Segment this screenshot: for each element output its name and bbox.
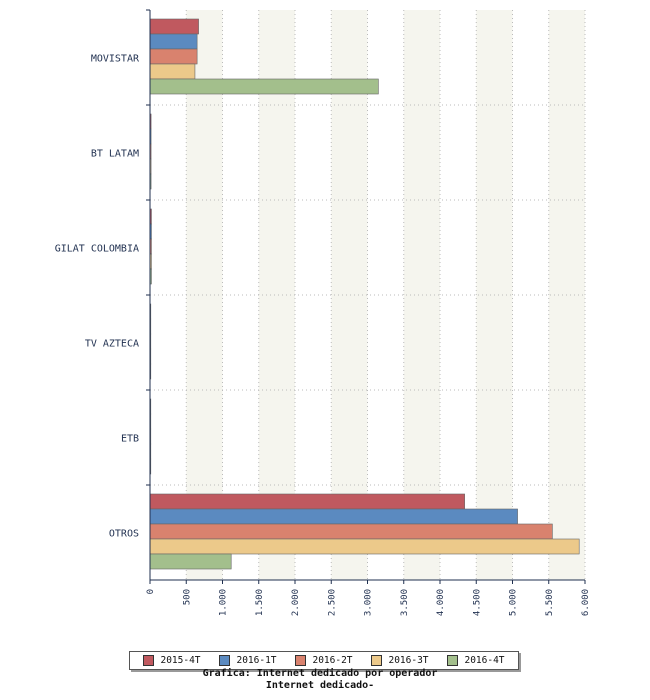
legend-label: 2016-2T (312, 655, 353, 666)
x-tick-label: 4.500 (472, 589, 482, 616)
category-label: GILAT COLOMBIA (55, 244, 139, 255)
category-label: BT LATAM (91, 149, 139, 160)
bar-2016-1T-MOVISTAR (149, 33, 198, 50)
bar-2016-1T-OTROS (149, 508, 518, 525)
legend-swatch (143, 655, 155, 666)
bar-2015-4T-MOVISTAR (149, 18, 199, 35)
grid-band (186, 10, 223, 580)
x-tick-label: 2.500 (327, 589, 337, 616)
x-tick-label: 3.500 (400, 589, 410, 616)
bar-2016-2T-MOVISTAR (149, 48, 198, 65)
x-tick-label: 5.500 (545, 589, 555, 616)
category-label: TV AZTECA (85, 339, 139, 350)
grid-band (403, 10, 440, 580)
bar-chart: MOVISTAR BT LATAM GILAT COLOMBIA TV AZTECA E… (55, 9, 591, 616)
grid-band (331, 10, 368, 580)
bar-2016-2T-OTROS (149, 523, 553, 540)
chart-caption: Grafica: Internet dedicado por operador … (0, 668, 640, 692)
legend-swatch (371, 655, 383, 666)
legend-item: 2016-2T (295, 655, 353, 666)
x-tick-label: 0 (146, 589, 156, 594)
legend-label: 2016-4T (464, 655, 505, 666)
legend-item: 2016-4T (447, 655, 505, 666)
chart-legend: 2015-4T 2016-1T 2016-2T 2016-3T 2016-4T (129, 651, 519, 670)
bar-2015-4T-OTROS (149, 493, 465, 510)
legend-item: 2015-4T (143, 655, 201, 666)
category-label: ETB (121, 434, 139, 445)
category-label: MOVISTAR (91, 54, 140, 65)
category-label: OTROS (109, 529, 139, 540)
bar-2016-3T-OTROS (149, 538, 580, 555)
legend-item: 2016-1T (219, 655, 277, 666)
bar-2016-4T-OTROS (149, 553, 232, 570)
x-tick-label: 5.000 (509, 589, 519, 616)
x-tick-label: 4.000 (436, 589, 446, 616)
legend-label: 2015-4T (160, 655, 201, 666)
bar-2016-3T-MOVISTAR (149, 63, 196, 80)
legend-item: 2016-3T (371, 655, 429, 666)
legend-swatch (447, 655, 459, 666)
caption-line-1: Grafica: Internet dedicado por operador (202, 668, 438, 679)
caption-line-2: Internet dedicado- (265, 680, 375, 691)
x-tick-label: 1.000 (219, 589, 229, 616)
x-tick-label: 3.000 (364, 589, 374, 616)
x-tick-label: 500 (182, 589, 192, 605)
x-tick-label: 2.000 (291, 589, 301, 616)
grid-band (258, 10, 295, 580)
x-tick-label: 1.500 (255, 589, 265, 616)
legend-swatch (219, 655, 231, 666)
legend-label: 2016-1T (236, 655, 277, 666)
x-tick-label: 6.000 (581, 589, 591, 616)
legend-label: 2016-3T (388, 655, 429, 666)
legend-swatch (295, 655, 307, 666)
bar-2016-4T-MOVISTAR (149, 78, 379, 95)
